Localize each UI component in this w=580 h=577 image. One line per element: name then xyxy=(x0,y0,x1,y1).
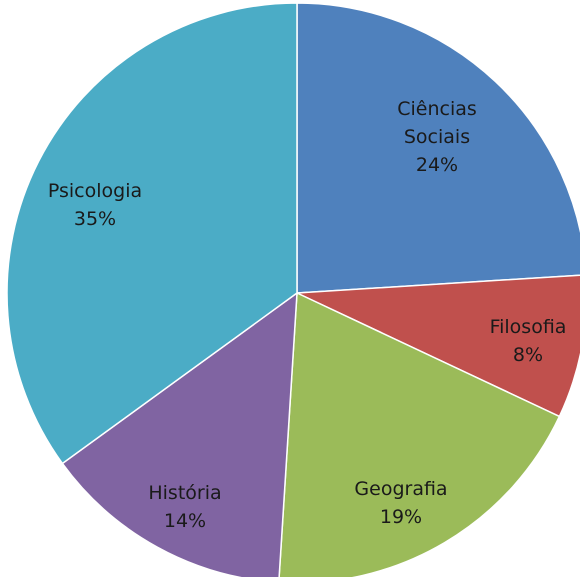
percent-label: 19% xyxy=(379,506,423,528)
slice-label: História 14% xyxy=(125,462,245,552)
slice-label-box: Psicologia 35% xyxy=(35,160,155,250)
slice-label: Ciências Sociais 24% xyxy=(377,92,497,182)
slice-label-box: Filosofia 8% xyxy=(468,296,580,386)
percent-label: 8% xyxy=(512,344,544,366)
pie-slice xyxy=(61,291,298,577)
category-label: Psicologia xyxy=(47,180,143,202)
slice-label-box: Ciências Sociais 24% xyxy=(377,92,497,182)
category-label: Geografia xyxy=(354,478,448,500)
slice-label: Geografia 19% xyxy=(341,458,461,548)
percent-label: 35% xyxy=(73,208,117,230)
category-label: Ciências Sociais xyxy=(397,98,477,148)
slice-label-box: Geografia 19% xyxy=(341,458,461,548)
percent-label: 14% xyxy=(163,510,207,532)
slice-label-box: História 14% xyxy=(125,462,245,552)
pie-slice xyxy=(296,274,580,418)
pie-slice xyxy=(296,2,580,294)
category-label: História xyxy=(148,482,222,504)
pie-slice xyxy=(278,291,561,577)
percent-label: 24% xyxy=(415,154,459,176)
slice-label: Psicologia 35% xyxy=(35,160,155,250)
category-label: Filosofia xyxy=(489,316,567,338)
slice-label: Filosofia 8% xyxy=(468,296,580,386)
pie-slice xyxy=(6,2,298,465)
